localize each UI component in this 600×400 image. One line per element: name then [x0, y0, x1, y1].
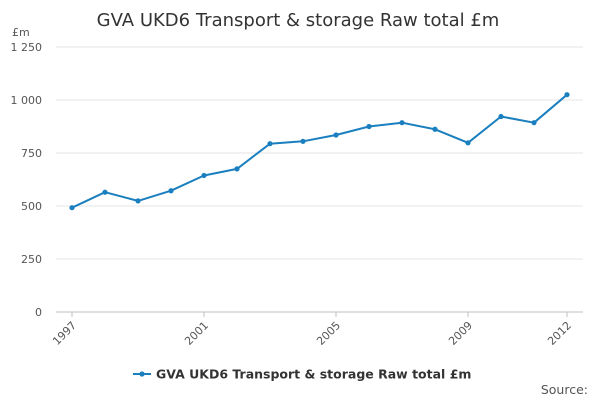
data-point[interactable]: [432, 126, 438, 132]
y-tick-label: 0: [35, 306, 42, 319]
data-point[interactable]: [531, 120, 537, 126]
chart-title: GVA UKD6 Transport & storage Raw total £…: [97, 10, 500, 31]
data-point[interactable]: [564, 92, 570, 98]
x-tick-label: 2012: [545, 319, 574, 348]
x-axis-ticks: 1997 2001 2005 2009 2012: [50, 312, 574, 348]
data-point[interactable]: [201, 172, 207, 179]
data-point[interactable]: [69, 205, 75, 211]
x-tick-label: 2001: [182, 319, 211, 348]
y-tick-label: 250: [21, 253, 42, 266]
y-tick-label: 500: [21, 200, 42, 213]
data-point[interactable]: [498, 113, 504, 120]
x-tick-label: 2005: [314, 319, 343, 348]
data-point[interactable]: [135, 198, 141, 204]
data-point[interactable]: [333, 132, 339, 138]
y-axis-ticks: 0 250 500 750 1 000 1 250: [11, 41, 43, 319]
data-point[interactable]: [267, 141, 273, 147]
data-point[interactable]: [366, 123, 372, 130]
source-label: Source:: [541, 382, 588, 397]
legend[interactable]: GVA UKD6 Transport & storage Raw total £…: [133, 367, 471, 382]
legend-label: GVA UKD6 Transport & storage Raw total £…: [156, 367, 471, 382]
y-tick-label: 750: [21, 147, 42, 160]
x-tick-label: 2009: [446, 319, 475, 348]
data-point[interactable]: [102, 189, 108, 195]
x-tick-label: 1997: [50, 319, 79, 348]
y-axis-label: £m: [12, 26, 30, 39]
gridlines: [56, 46, 583, 313]
series-line: [71, 93, 568, 209]
data-point[interactable]: [399, 120, 405, 126]
series-layer: [69, 92, 570, 211]
data-point[interactable]: [234, 166, 240, 172]
y-tick-label: 1 000: [11, 94, 43, 107]
data-point[interactable]: [465, 140, 471, 146]
data-point[interactable]: [168, 188, 174, 194]
data-point[interactable]: [300, 138, 306, 144]
legend-point-marker: [139, 371, 145, 377]
y-tick-label: 1 250: [11, 41, 43, 54]
